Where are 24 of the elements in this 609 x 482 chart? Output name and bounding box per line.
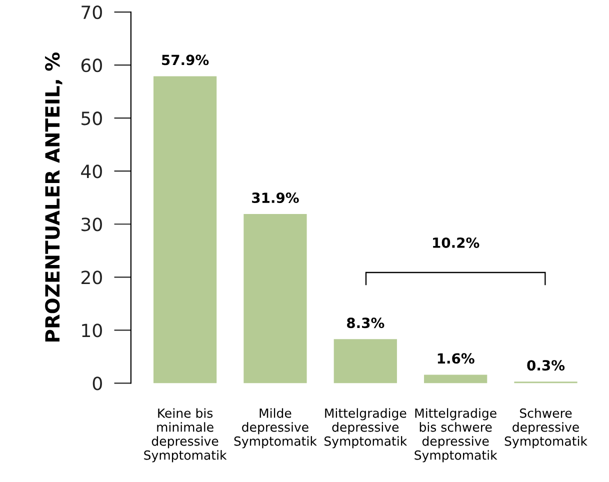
x-tick-label: Milde depressive Symptomatik <box>234 408 317 448</box>
x-tick-label: Schwere depressive Symptomatik <box>504 408 588 448</box>
bar <box>153 76 217 384</box>
bar <box>244 214 307 384</box>
x-tick-label: Mittelgradige depressive Symptomatik <box>324 408 408 448</box>
data-label: 1.6% <box>438 353 474 364</box>
y-tick-label: 40 <box>81 164 102 178</box>
x-tick-label: Keine bis minimale depressive Symptomatik <box>144 408 227 462</box>
annotation: 10.2% <box>433 237 480 248</box>
data-label: 57.9% <box>162 54 209 66</box>
bar <box>334 339 397 384</box>
y-tick-label: 70 <box>82 6 102 20</box>
y-tick-label: 0 <box>92 376 102 390</box>
x-tick-label: Mittelgradige bis schwere depressive Symptomatik <box>414 408 498 462</box>
y-tick-label: 60 <box>81 58 102 72</box>
y-axis-title: PROZENTUALER ANTEIL, % <box>45 52 62 342</box>
data-label: 31.9% <box>252 192 299 204</box>
bar <box>424 374 488 384</box>
data-label: 8.3% <box>346 318 384 328</box>
y-tick-label: 10 <box>82 324 102 338</box>
y-tick-label: 50 <box>82 112 102 126</box>
y-tick-label: 20 <box>82 270 102 284</box>
data-label: 0.3% <box>527 360 565 371</box>
y-tick-label: 30 <box>82 218 102 232</box>
